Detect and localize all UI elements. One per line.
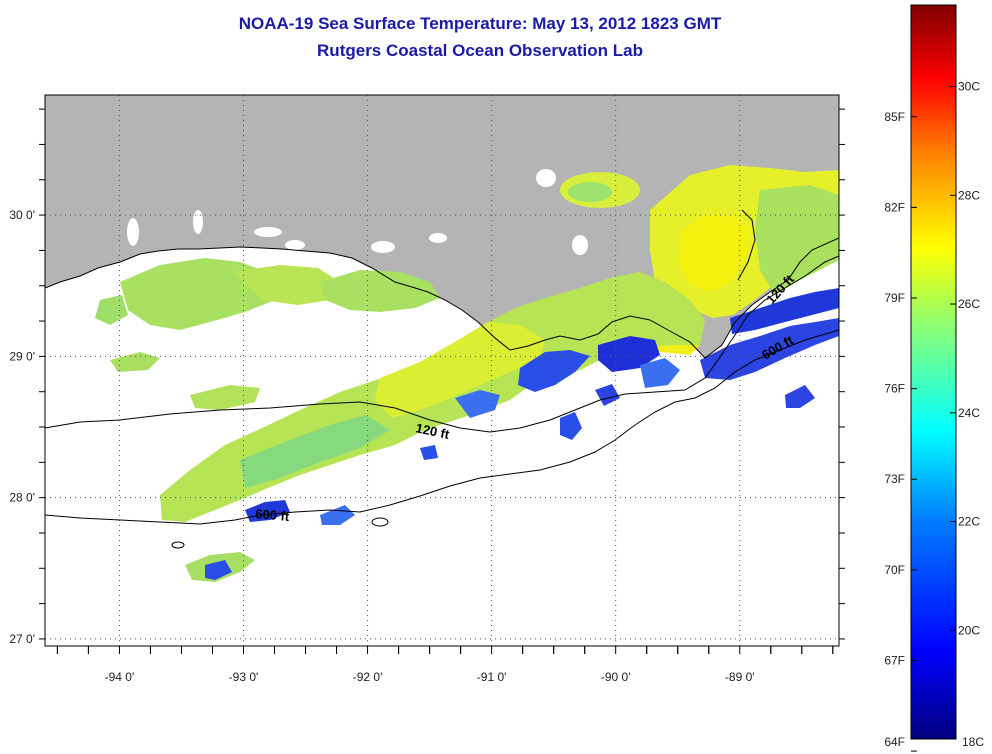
sst-west-patch [320, 270, 440, 312]
sst-coastal-yellow [678, 215, 750, 292]
sst-cold-patch [320, 505, 355, 525]
map-frame [44, 94, 840, 647]
isobath-120ft-loop [737, 209, 756, 281]
colorbar-label-f: 70F [884, 563, 905, 577]
contour-label: 120 ft [414, 420, 451, 442]
coastline [45, 237, 839, 359]
lake [193, 210, 203, 234]
sst-cold-patch [518, 350, 590, 392]
lon-tick-label: -89 0' [725, 670, 755, 684]
colorbar-label-f: 73F [884, 472, 905, 486]
sst-west-patch [110, 352, 160, 372]
lake [127, 218, 139, 246]
lat-tick-label: 29 0' [9, 349, 35, 363]
lake [572, 235, 588, 255]
lon-tick-label: -90 0' [601, 670, 631, 684]
sst-cold-patch [595, 384, 620, 406]
lake [429, 233, 447, 243]
colorbar-label-c: 20C [958, 623, 980, 637]
lake [254, 227, 282, 237]
isobath-600ft [45, 329, 839, 525]
bathymetry-feature [171, 541, 185, 549]
colorbar-label-f: 67F [884, 653, 905, 667]
isobath-120ft [45, 255, 839, 433]
sst-west-patch [190, 385, 260, 410]
colorbar-label-c: 26C [958, 297, 980, 311]
contour-label: 600 ft [255, 506, 291, 524]
sst-cold-patch [245, 500, 290, 522]
sst-west-patch [232, 265, 340, 305]
lake [536, 169, 556, 187]
colorbar-label-f: 76F [884, 382, 905, 396]
sst-cold-patch [700, 318, 839, 380]
colorbar-label-f: 85F [884, 110, 905, 124]
colorbar-label-c: 18C [962, 735, 984, 749]
sst-cold-patch [420, 445, 438, 460]
lake-sst [568, 182, 612, 202]
sst-swath-teal [240, 415, 390, 488]
sst-cold-patch [560, 412, 582, 440]
colorbar-label-f: 64F [884, 735, 905, 749]
colorbar-label-c: 22C [958, 515, 980, 529]
sst-west-patch [95, 295, 128, 325]
lake [371, 241, 395, 253]
colorbar-label-c: 30C [958, 80, 980, 94]
colorbar-label-f: 82F [884, 200, 905, 214]
lon-tick-label: -93 0' [229, 670, 259, 684]
sst-cold-patch [730, 288, 839, 334]
colorbar-label-c: 24C [958, 406, 980, 420]
lon-tick-label: -91 0' [477, 670, 507, 684]
sst-cold-patch [455, 390, 500, 418]
colorbar-label-f: 79F [884, 291, 905, 305]
lon-tick-label: -92 0' [353, 670, 383, 684]
axis-ticks: -94 0' -93 0' -92 0' -91 0' -90 0' -89 0' 30 0… [9, 108, 845, 684]
colorbar-ticks: 30C 28C 26C 24C 22C 20C 18C 85F 82F 79F 76F 73F 70F 6… [884, 80, 984, 752]
lat-tick-label: 28 0' [9, 491, 35, 505]
map-title: NOAA-19 Sea Surface Temperature: May 13,… [238, 14, 722, 33]
colorbar-label-c: 28C [958, 188, 980, 202]
sst-cold-patch [640, 358, 680, 388]
map-subtitle: Rutgers Coastal Ocean Observation Lab [317, 41, 643, 60]
colorbar [910, 4, 957, 740]
lat-tick-label: 27 0' [9, 632, 35, 646]
sst-swath-yellow [375, 322, 545, 418]
lake [285, 240, 305, 250]
sst-cold-patch [785, 385, 815, 408]
lon-tick-label: -94 0' [105, 670, 135, 684]
sst-cold-patch [598, 336, 660, 372]
graticule [45, 95, 839, 646]
bathymetry-feature [371, 517, 389, 527]
lat-tick-label: 30 0' [9, 208, 35, 222]
sst-cold-patch [205, 560, 232, 580]
